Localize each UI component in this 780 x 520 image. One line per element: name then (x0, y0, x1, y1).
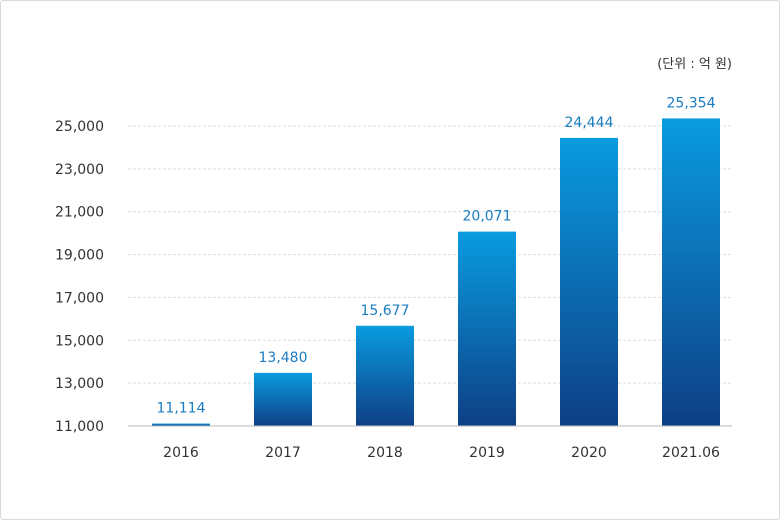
y-tick-label: 25,000 (55, 119, 104, 135)
y-tick-label: 23,000 (55, 162, 104, 178)
y-tick-label: 17,000 (55, 290, 104, 306)
y-tick-label: 15,000 (55, 333, 104, 349)
x-tick-label: 2016 (163, 445, 199, 461)
data-label-2018: 15,677 (361, 303, 410, 319)
x-tick-label: 2018 (367, 445, 403, 461)
x-tick-label: 2021.06 (662, 445, 720, 461)
bar-2019 (458, 231, 516, 426)
x-tick-label: 2019 (469, 445, 505, 461)
bar-2021.06 (662, 118, 720, 427)
bar-2017 (254, 372, 312, 426)
grid-lines (128, 125, 732, 384)
y-tick-label: 13,000 (55, 376, 104, 392)
data-label-2020: 24,444 (565, 115, 614, 131)
x-axis-ticks: 2016 2017 2018 2019 2020 2021.06 (163, 445, 720, 461)
x-tick-label: 2020 (571, 445, 607, 461)
bars: 11,114 13,480 15,677 20,071 24,444 25,354 (152, 95, 720, 427)
bar-2016 (152, 423, 210, 426)
data-label-2019: 20,071 (463, 209, 512, 225)
bar-2018 (356, 325, 414, 426)
y-tick-label: 11,000 (55, 419, 104, 435)
data-label-2017: 13,480 (259, 350, 308, 366)
y-axis-ticks: 11,000 13,000 15,000 17,000 19,000 21,000 23,0… (55, 119, 104, 435)
unit-label: (단위 : 억 원) (657, 57, 732, 72)
bar-2020 (560, 137, 618, 426)
y-tick-label: 21,000 (55, 205, 104, 221)
y-tick-label: 19,000 (55, 248, 104, 264)
data-label-2016: 11,114 (157, 401, 206, 417)
x-tick-label: 2017 (265, 445, 301, 461)
data-label-2021.06: 25,354 (667, 95, 716, 111)
